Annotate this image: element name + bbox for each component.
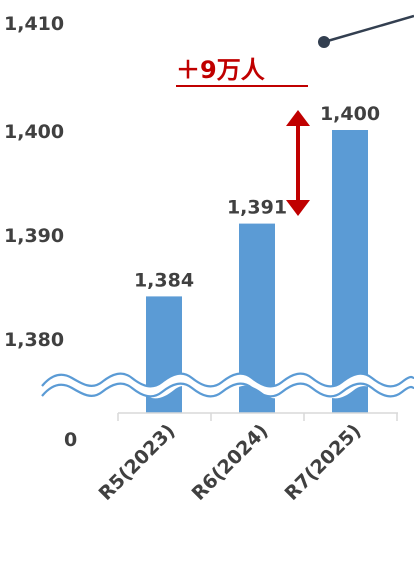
bar-R7(2025): [332, 130, 368, 413]
x-labels-group: R5(2023) R6(2024) R7(2025): [95, 420, 366, 505]
callout-pointer: [318, 14, 414, 48]
bars-group: 1,384 1,391 1,400: [134, 103, 380, 413]
data-label-R6(2024): 1,391: [227, 197, 287, 219]
x-tick-label-R7(2025): R7(2025): [281, 420, 366, 505]
data-label-R7(2025): 1,400: [320, 103, 380, 125]
x-tick-label-R6(2024): R6(2024): [188, 420, 273, 505]
y-tick-label-1390: 1,390: [4, 225, 64, 247]
increase-arrow: [286, 110, 310, 216]
data-label-R5(2023): 1,384: [134, 269, 194, 291]
y-tick-label-1410: 1,410: [4, 13, 64, 35]
increase-annotation: ＋9万人: [176, 56, 265, 84]
y-tick-label-0: 0: [64, 429, 77, 451]
x-tick-label-R5(2023): R5(2023): [95, 420, 180, 505]
axis-break-wave: [41, 372, 414, 399]
y-tick-label-1380: 1,380: [4, 329, 64, 351]
y-tick-label-1400: 1,400: [4, 121, 64, 143]
